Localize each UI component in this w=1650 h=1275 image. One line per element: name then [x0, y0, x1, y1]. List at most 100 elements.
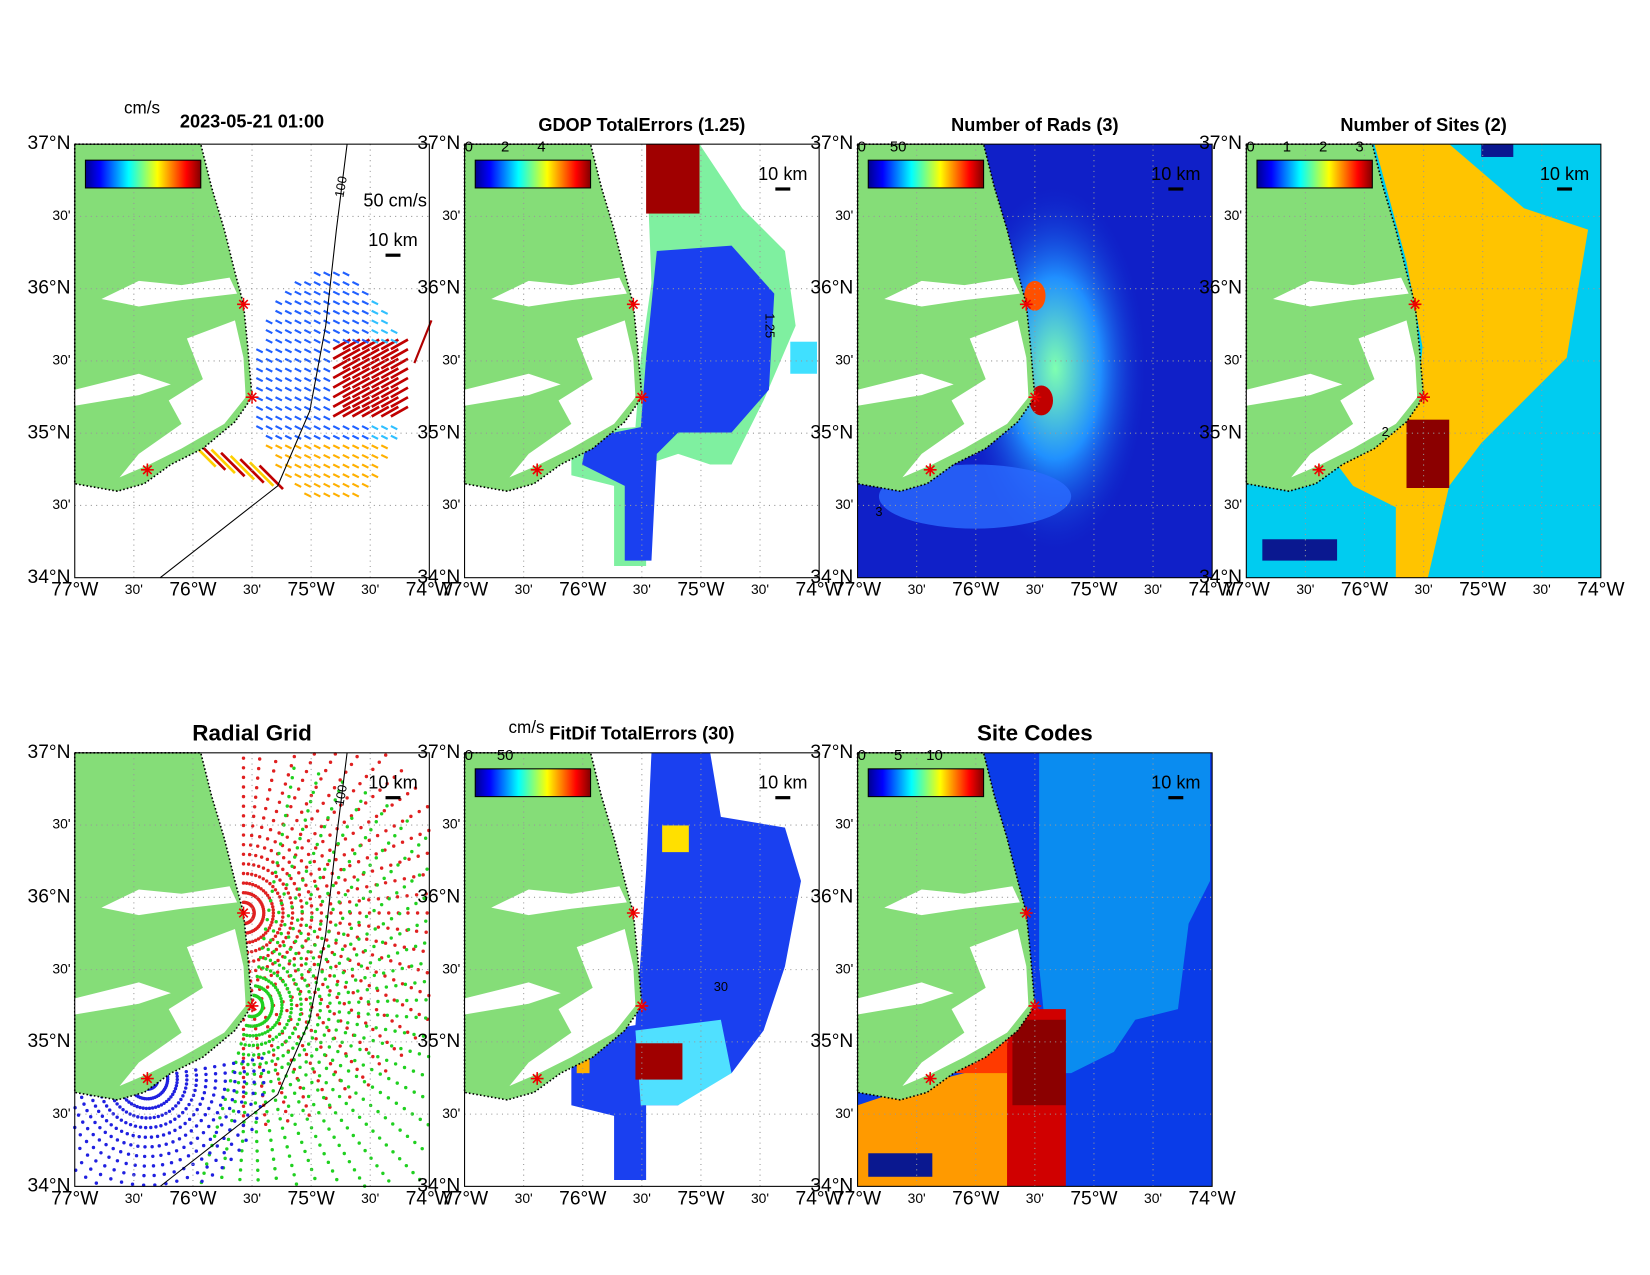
radial-point — [270, 1148, 274, 1152]
radial-point — [161, 1133, 166, 1137]
radial-point — [370, 953, 375, 957]
scale-bar-label: 10 km — [758, 773, 807, 793]
radial-point — [283, 983, 288, 987]
radial-point — [349, 1008, 354, 1012]
radial-point — [168, 1120, 173, 1124]
radial-point — [337, 1094, 342, 1099]
radial-point — [327, 1127, 331, 1131]
current-arrow — [284, 425, 293, 431]
radial-point — [280, 919, 284, 923]
radial-point — [354, 953, 359, 957]
radial-point — [292, 963, 297, 967]
x-tick-label: 77°W — [51, 1188, 99, 1209]
radial-point — [281, 1054, 285, 1058]
radial-point — [115, 1102, 119, 1106]
radial-point — [151, 1154, 155, 1158]
radial-point — [425, 851, 430, 855]
radial-point — [164, 1099, 169, 1104]
radial-point — [283, 782, 288, 786]
radial-point — [315, 842, 319, 847]
y-tick-label: 37°N — [810, 742, 853, 763]
radial-point — [269, 938, 273, 942]
x-tick-label: 30' — [1296, 581, 1314, 597]
radial-point — [398, 932, 402, 936]
radial-point — [413, 944, 418, 949]
radial-point — [328, 1001, 332, 1005]
radial-point — [91, 1132, 95, 1137]
current-arrow — [313, 319, 321, 325]
colorbar-tick-label: 3 — [1355, 138, 1363, 155]
radial-point — [143, 1135, 148, 1139]
current-arrow — [361, 473, 369, 479]
radial-point — [317, 1074, 322, 1078]
radial-point — [364, 914, 369, 919]
current-arrow — [265, 396, 273, 402]
y-tick-label: 37°N — [28, 742, 71, 763]
radial-point — [301, 1095, 305, 1099]
radial-point — [281, 867, 285, 872]
colorbar-tick-label: 10 — [926, 747, 943, 764]
radial-point — [256, 885, 261, 889]
radial-point — [280, 1003, 284, 1007]
radial-point — [310, 915, 314, 920]
radial-point — [417, 843, 421, 847]
radial-point — [173, 1087, 178, 1091]
radial-point — [409, 964, 414, 968]
y-tick-label: 34°N — [417, 567, 460, 588]
current-arrow — [332, 300, 341, 306]
radial-point — [265, 917, 269, 922]
radial-point — [387, 1179, 391, 1183]
radial-point — [367, 838, 371, 843]
radial-point — [325, 938, 329, 942]
radial-point — [257, 875, 262, 879]
radial-point — [253, 1101, 258, 1105]
radial-point — [346, 889, 350, 893]
x-tick-label: 75°W — [677, 580, 725, 601]
radial-point — [109, 1123, 113, 1127]
current-arrow — [342, 473, 350, 479]
radial-point — [311, 956, 316, 960]
radial-point — [370, 869, 375, 873]
radial-point — [298, 1085, 302, 1090]
radial-point — [304, 1104, 308, 1108]
radial-point — [321, 839, 325, 844]
radial-point — [241, 794, 246, 799]
radial-point — [337, 789, 341, 793]
y-tick-label: 30' — [52, 496, 70, 512]
current-arrow — [265, 425, 273, 431]
radial-point — [253, 883, 258, 888]
radial-point — [252, 863, 256, 867]
radial-point — [374, 814, 379, 819]
radial-point — [393, 1062, 398, 1066]
radial-point — [328, 833, 332, 837]
radial-point — [268, 828, 273, 832]
radial-point — [343, 892, 348, 897]
radial-point — [311, 974, 316, 978]
radial-point — [332, 952, 337, 957]
radial-point — [121, 1107, 125, 1112]
radial-point — [244, 1023, 249, 1028]
x-tick-label: 30' — [1144, 1190, 1162, 1206]
current-arrow — [361, 348, 380, 360]
radial-point — [374, 852, 378, 856]
radial-point — [306, 1094, 311, 1099]
radial-point — [400, 982, 405, 986]
radial-point — [265, 797, 270, 801]
radial-point — [220, 1165, 224, 1170]
current-arrow — [303, 329, 312, 335]
radial-point — [299, 923, 303, 927]
radial-point — [300, 778, 305, 783]
radial-point — [199, 1118, 203, 1123]
radial-point — [304, 1073, 308, 1077]
x-tick-label: 76°W — [169, 580, 217, 601]
radial-point — [84, 1139, 89, 1144]
x-tick-label: 75°W — [288, 580, 336, 601]
radial-point — [236, 1080, 241, 1085]
current-arrow — [284, 386, 293, 392]
radial-point — [266, 1070, 271, 1074]
radial-point — [251, 1091, 255, 1096]
current-arrow — [275, 377, 283, 383]
radial-point — [288, 926, 292, 930]
radial-point — [334, 941, 338, 945]
current-arrow — [275, 386, 283, 392]
